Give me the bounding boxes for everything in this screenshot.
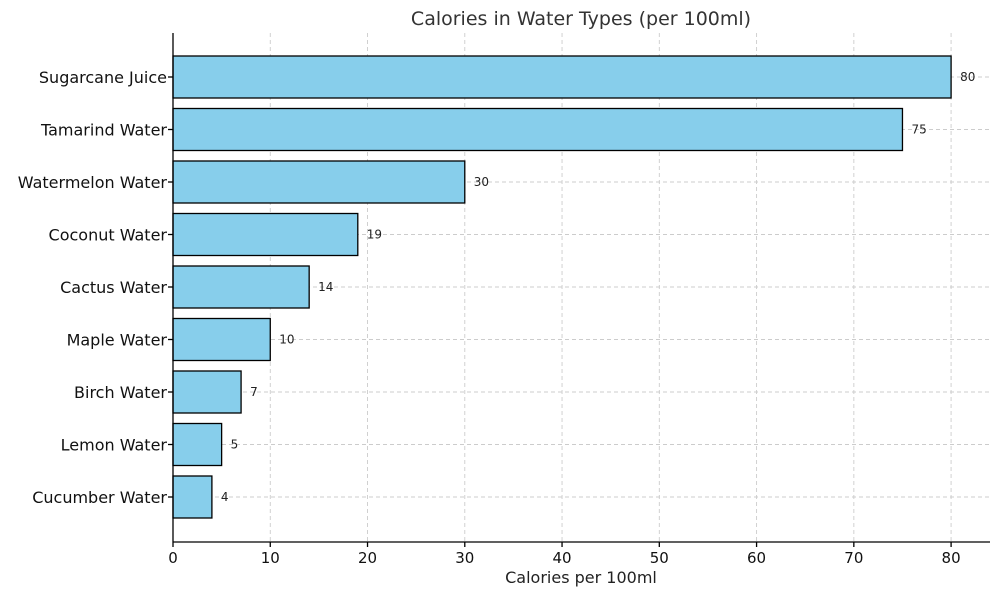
bar	[172, 370, 242, 414]
bar	[172, 55, 952, 99]
bar	[172, 475, 213, 519]
category-label: Coconut Water	[49, 226, 168, 245]
x-tick-label: 10	[261, 549, 280, 567]
x-tick-label: 70	[844, 549, 863, 567]
data-label: 80	[960, 70, 975, 84]
data-label: 30	[474, 175, 489, 189]
data-label: 19	[367, 228, 382, 242]
category-label: Birch Water	[74, 383, 167, 402]
bar	[172, 265, 310, 309]
x-tick-label: 80	[942, 549, 961, 567]
category-label: Cucumber Water	[32, 488, 167, 507]
bar	[172, 160, 466, 204]
category-label: Tamarind Water	[40, 121, 167, 140]
data-label: 5	[231, 438, 239, 452]
category-label: Lemon Water	[61, 436, 168, 455]
x-tick-label: 20	[358, 549, 377, 567]
x-tick-label: 30	[455, 549, 474, 567]
x-tick-label: 60	[747, 549, 766, 567]
x-tick-label: 40	[553, 549, 572, 567]
chart-title: Calories in Water Types (per 100ml)	[411, 8, 751, 30]
data-label: 10	[279, 333, 294, 347]
data-label: 4	[221, 490, 229, 504]
axis-layer: Sugarcane Juice Tamarind Water Watermelon …	[18, 33, 990, 567]
x-axis-label: Calories per 100ml	[505, 568, 657, 587]
data-label: 7	[250, 385, 258, 399]
category-label: Sugarcane Juice	[39, 68, 167, 87]
bar	[172, 422, 223, 467]
data-label: 75	[911, 123, 926, 137]
category-label: Maple Water	[67, 331, 168, 350]
bar	[172, 212, 359, 257]
bar	[172, 317, 271, 362]
x-tick-label: 0	[168, 549, 178, 567]
bar	[172, 107, 904, 152]
x-tick-label: 50	[650, 549, 669, 567]
data-label: 14	[318, 280, 333, 294]
category-label: Cactus Water	[60, 278, 167, 297]
category-label: Watermelon Water	[18, 173, 168, 192]
